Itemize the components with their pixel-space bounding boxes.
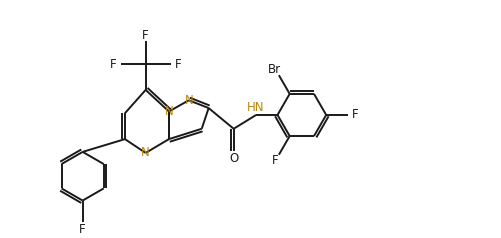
Text: F: F xyxy=(352,109,358,121)
Text: F: F xyxy=(174,58,181,70)
Text: F: F xyxy=(142,29,149,42)
Text: N: N xyxy=(141,146,150,159)
Text: N: N xyxy=(184,94,193,107)
Text: F: F xyxy=(110,58,117,70)
Text: HN: HN xyxy=(247,101,265,114)
Text: O: O xyxy=(229,152,238,165)
Text: F: F xyxy=(272,154,279,167)
Text: F: F xyxy=(79,223,86,236)
Text: Br: Br xyxy=(268,63,281,75)
Text: N: N xyxy=(164,105,173,118)
